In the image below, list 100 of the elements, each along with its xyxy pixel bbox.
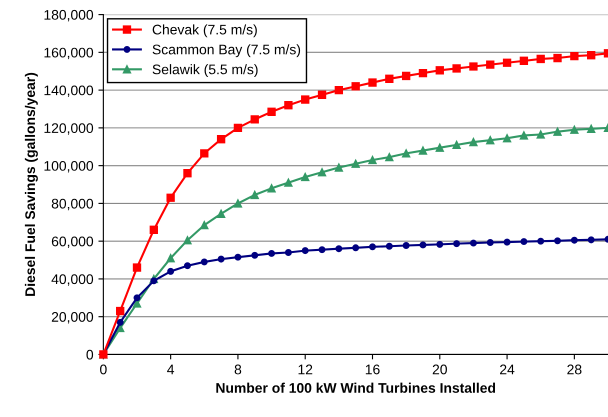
y-tick-label: 0 — [86, 350, 94, 360]
point — [116, 318, 124, 326]
y-tick-label: 180,000 — [44, 10, 94, 22]
y-tick-label: 100,000 — [44, 160, 94, 172]
point — [216, 135, 226, 144]
y-tick-label: 160,000 — [44, 48, 94, 60]
point — [570, 236, 578, 244]
point — [486, 60, 494, 69]
point — [284, 249, 292, 256]
point — [368, 78, 377, 87]
point — [402, 242, 410, 249]
point — [150, 226, 158, 234]
point — [386, 242, 393, 250]
point — [183, 236, 192, 244]
point — [402, 149, 410, 158]
point — [504, 238, 511, 246]
point — [419, 241, 426, 248]
point — [520, 238, 528, 246]
point — [553, 54, 562, 62]
legend-label: Selawik (5.5 m/s) — [152, 64, 258, 78]
point — [318, 246, 326, 254]
point — [537, 238, 544, 245]
point — [536, 130, 545, 139]
point — [318, 168, 326, 176]
point — [385, 74, 394, 83]
point — [267, 108, 276, 116]
point — [553, 127, 562, 136]
point — [251, 252, 258, 259]
y-tick-label: 20,000 — [52, 312, 94, 324]
x-tick-label: 20 — [432, 364, 447, 374]
point — [116, 306, 124, 316]
point — [301, 95, 310, 104]
point — [335, 245, 342, 252]
point — [418, 68, 428, 78]
point — [436, 66, 444, 74]
y-tick-label: 120,000 — [44, 123, 94, 135]
point — [200, 149, 208, 158]
point — [284, 178, 293, 187]
point — [452, 64, 461, 73]
point — [536, 54, 545, 64]
y-tick-label: 40,000 — [51, 274, 94, 286]
point — [502, 58, 512, 67]
point — [134, 294, 140, 302]
point — [436, 144, 444, 152]
point — [234, 124, 242, 132]
point — [469, 138, 478, 146]
point — [502, 134, 512, 142]
point — [453, 240, 460, 248]
y-tick-label: 140,000 — [44, 85, 94, 97]
x-tick-label: 0 — [100, 364, 107, 374]
point — [167, 268, 174, 275]
point — [234, 254, 242, 261]
x-tick-label: 8 — [234, 364, 242, 374]
point — [486, 239, 494, 246]
point — [520, 56, 528, 66]
x-tick-label: 24 — [500, 364, 514, 374]
y-axis-title: Diesel Fuel Savings (gallons/year) — [24, 72, 38, 296]
point — [166, 254, 175, 262]
point — [452, 140, 461, 150]
point — [132, 263, 142, 272]
point — [334, 86, 344, 94]
point — [587, 124, 596, 133]
point — [234, 199, 242, 208]
point — [250, 190, 259, 200]
x-tick-label: 4 — [167, 364, 174, 374]
point — [352, 244, 360, 252]
point — [587, 51, 596, 60]
point — [318, 90, 326, 100]
point — [200, 258, 208, 266]
point — [436, 240, 444, 248]
point — [570, 126, 579, 134]
point — [470, 240, 477, 247]
point — [554, 237, 562, 244]
point — [301, 172, 310, 182]
point — [166, 194, 175, 202]
x-tick-label: 16 — [366, 364, 380, 374]
point — [369, 243, 376, 250]
point — [402, 72, 410, 80]
point — [418, 146, 428, 155]
point — [216, 210, 226, 218]
point — [486, 136, 494, 144]
point — [352, 160, 360, 168]
point — [368, 156, 377, 164]
point — [570, 52, 579, 60]
point — [520, 131, 528, 140]
point — [352, 82, 360, 91]
y-tick-label: 80,000 — [52, 198, 94, 210]
point — [184, 262, 191, 270]
y-tick-label: 60,000 — [52, 236, 94, 248]
point — [302, 247, 309, 254]
legend-label: Chevak (7.5 m/s) — [152, 24, 257, 38]
legend-label: Scammon Bay (7.5 m/s) — [152, 44, 300, 58]
point — [200, 220, 208, 230]
point — [150, 277, 158, 284]
point — [588, 236, 595, 244]
point — [268, 250, 276, 257]
x-axis-title: Number of 100 kW Wind Turbines Installed — [216, 382, 496, 393]
point — [267, 184, 276, 192]
x-tick-label: 28 — [567, 364, 582, 374]
point — [334, 163, 344, 172]
